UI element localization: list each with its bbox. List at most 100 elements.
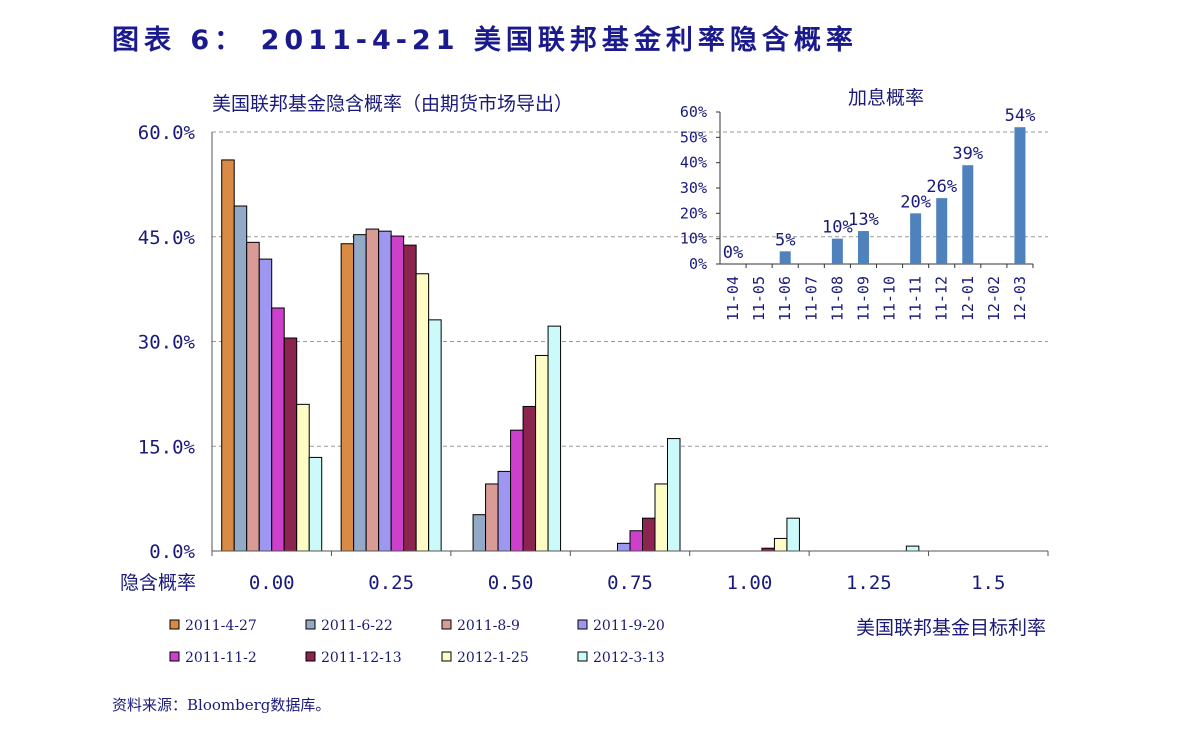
inset-y-tick-label: 10% — [680, 230, 707, 248]
bar-2012-3-13-0.00 — [308, 456, 323, 552]
legend-label: 2011-6-22 — [321, 618, 393, 634]
main-chart-title: 美国联邦基金隐含概率（由期货市场导出） — [212, 93, 573, 115]
y-tick-label: 0.0% — [149, 541, 195, 563]
inset-bars — [779, 127, 1026, 264]
inset-x-tick-labels: 11-04 11-05 11-06 11-07 11-08 11-09 11-10 11-11… — [724, 276, 1029, 321]
inset-y-tick-label: 20% — [680, 204, 707, 222]
inset-data-label: 10% — [822, 218, 853, 238]
inset-bar-12-01 — [962, 165, 974, 264]
inset-x-tick-label: 11-11 — [907, 276, 925, 321]
bar-2012-3-13-0.25 — [428, 319, 442, 552]
inset-x-tick-label: 11-12 — [933, 276, 951, 321]
x-tick-label: 0.25 — [368, 572, 414, 594]
bar-2011-8-9-0.25 — [365, 228, 380, 552]
bar-2011-9-20-0.00 — [258, 258, 273, 552]
legend-swatch — [577, 651, 588, 662]
inset-x-tick-label: 11-08 — [828, 276, 846, 321]
legend-swatch — [305, 651, 316, 662]
inset-x-tick-label: 12-02 — [985, 276, 1003, 321]
inset-x-tick-label: 12-03 — [1011, 276, 1029, 321]
bar-2011-8-9-0.50 — [485, 483, 499, 552]
legend-swatch — [577, 619, 588, 630]
figure-title: 图表 6： 2011-4-21 美国联邦基金利率隐含概率 — [112, 25, 858, 56]
inset-bar-chart: 加息概率 0%10%20%30%40%50%60% 0%5%10%13%20%2… — [680, 87, 1035, 321]
source-note: 资料来源：Bloomberg数据库。 — [112, 696, 331, 714]
bar-2011-12-13-0.50 — [522, 405, 537, 552]
legend-swatch — [441, 619, 452, 630]
bar-2011-8-9-0.00 — [246, 241, 260, 552]
inset-bar-11-09 — [857, 231, 869, 264]
bar-2011-11-2-0.75 — [629, 530, 643, 552]
x-tick-label: 0.75 — [607, 572, 653, 594]
inset-y-tick-label: 50% — [680, 128, 707, 146]
inset-x-tick-label: 11-04 — [724, 276, 742, 321]
inset-x-tick-label: 11-10 — [881, 276, 899, 321]
chart-canvas: 美国联邦基金隐含概率（由期货市场导出） 0.0% 15.0% 30.0% 45.0% 6… — [120, 87, 1049, 666]
inset-bar-12-03 — [1014, 127, 1026, 264]
bar-2011-11-2-0.25 — [390, 235, 405, 552]
y-tick-label: 60.0% — [138, 122, 196, 144]
bar-2012-1-25-1.00 — [773, 537, 788, 552]
main-gridlines — [212, 131, 1048, 447]
inset-y-tick-label: 60% — [680, 103, 707, 121]
x-tick-label: 0.00 — [249, 572, 295, 594]
inset-data-label: 5% — [775, 230, 795, 250]
inset-x-tick-label: 12-01 — [959, 276, 977, 321]
bar-2011-9-20-0.25 — [378, 230, 392, 552]
bar-2011-4-27-0.00 — [221, 159, 235, 552]
main-bar-chart: 美国联邦基金隐含概率（由期货市场导出） 0.0% 15.0% 30.0% 45.0% 6… — [120, 93, 1049, 666]
bar-2011-11-2-0.00 — [271, 307, 285, 552]
bar-2012-1-25-0.00 — [296, 403, 310, 552]
inset-y-tick-label: 30% — [680, 179, 707, 197]
inset-bar-11-08 — [831, 238, 843, 264]
bar-2012-3-13-1.00 — [786, 517, 800, 552]
legend-swatch — [305, 619, 316, 630]
bar-2011-4-27-0.25 — [340, 243, 355, 552]
main-bars — [221, 159, 920, 552]
bar-2012-1-25-0.75 — [654, 483, 668, 552]
y-tick-label: 45.0% — [138, 227, 196, 249]
bar-2011-9-20-0.50 — [497, 470, 512, 552]
legend-swatch — [169, 651, 180, 662]
y-tick-label: 15.0% — [138, 436, 196, 458]
bar-2012-1-25-0.25 — [415, 273, 430, 552]
legend-label: 2011-11-2 — [185, 650, 257, 666]
main-y-tick-labels: 0.0% 15.0% 30.0% 45.0% 60.0% — [138, 122, 196, 563]
inset-x-tick-label: 11-07 — [802, 276, 820, 321]
bar-2011-6-22-0.50 — [472, 514, 487, 552]
inset-y-tick-label: 40% — [680, 154, 707, 172]
inset-data-label: 13% — [848, 210, 879, 230]
main-x-tick-labels: 0.00 0.25 0.50 0.75 1.00 1.25 1.5 — [211, 551, 1049, 594]
bar-2011-6-22-0.00 — [233, 205, 248, 552]
x-tick-label: 1.25 — [846, 572, 892, 594]
legend-label: 2012-3-13 — [593, 650, 665, 666]
inset-data-label: 39% — [952, 144, 983, 164]
bar-2011-11-2-0.50 — [510, 429, 524, 552]
main-y-axis-label: 隐含概率 — [120, 572, 196, 594]
bar-2011-12-13-0.25 — [403, 244, 417, 552]
bar-2012-3-13-0.50 — [547, 325, 562, 552]
inset-y-tick-labels: 0% 10% 20% 30% 40% 50% 60% — [680, 103, 707, 273]
x-tick-label: 1.5 — [971, 572, 1005, 594]
legend-swatch — [169, 619, 180, 630]
inset-x-tick-label: 11-05 — [750, 276, 768, 321]
y-tick-label: 30.0% — [138, 332, 196, 354]
legend-label: 2011-4-27 — [185, 618, 257, 634]
inset-data-label: 20% — [900, 192, 931, 212]
bar-2011-6-22-0.25 — [353, 234, 367, 552]
main-x-axis-label: 美国联邦基金目标利率 — [856, 617, 1046, 639]
bar-2012-3-13-1.25 — [905, 545, 920, 552]
inset-axis-ticks — [716, 111, 1034, 268]
legend-label: 2011-9-20 — [593, 618, 665, 634]
inset-x-tick-label: 11-09 — [854, 276, 872, 321]
legend-label: 2012-1-25 — [457, 650, 529, 666]
inset-chart-title: 加息概率 — [848, 87, 924, 109]
x-tick-label: 1.00 — [727, 572, 773, 594]
bar-2011-9-20-0.75 — [617, 542, 631, 552]
bar-2012-3-13-0.75 — [667, 438, 681, 552]
inset-bar-11-12 — [936, 198, 948, 264]
legend-label: 2011-8-9 — [457, 618, 520, 634]
bar-2011-12-13-0.00 — [283, 337, 298, 552]
inset-y-tick-label: 0% — [689, 255, 707, 273]
bar-2011-12-13-0.75 — [642, 517, 656, 552]
